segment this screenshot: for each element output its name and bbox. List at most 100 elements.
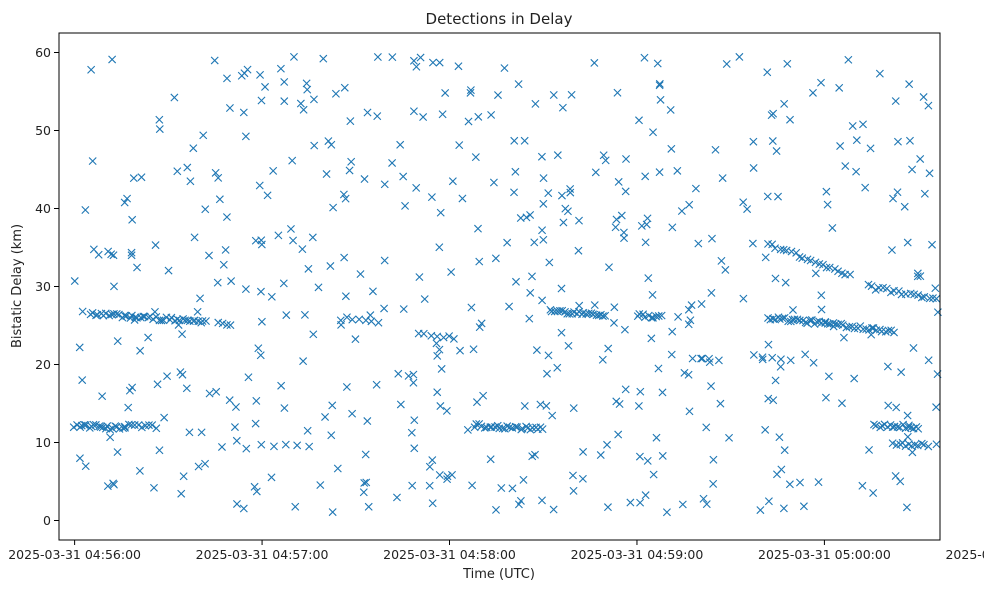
detection-point	[342, 383, 351, 391]
detection-point	[778, 314, 787, 323]
detection-point	[360, 175, 369, 184]
detection-point	[442, 406, 451, 415]
detection-point	[575, 301, 584, 310]
detection-point	[687, 301, 696, 310]
detection-point	[846, 270, 855, 279]
detection-point	[304, 264, 313, 273]
detection-point	[527, 272, 536, 281]
detection-point	[106, 433, 115, 442]
detection-point	[337, 320, 346, 329]
detection-point	[78, 307, 87, 316]
detection-point	[821, 393, 830, 402]
detection-point	[201, 205, 210, 214]
detection-point	[409, 370, 418, 379]
x-tick-label: 2025-03-31 05:00:00	[758, 547, 891, 562]
detection-point	[568, 471, 577, 480]
x-tick-label: 2025-03-31 04:58:00	[383, 547, 516, 562]
detection-point	[186, 177, 195, 186]
detection-point	[319, 54, 328, 63]
detection-point	[858, 481, 867, 490]
detection-point	[396, 140, 405, 149]
detection-point	[655, 79, 664, 88]
detection-point	[749, 350, 758, 359]
detection-point	[620, 325, 629, 334]
detection-point	[841, 162, 850, 171]
detection-point	[339, 190, 348, 199]
detection-point	[124, 403, 133, 412]
detection-point	[513, 423, 522, 432]
detection-point	[78, 376, 87, 385]
detection-point	[897, 368, 906, 377]
detection-point	[910, 440, 919, 449]
detection-point	[163, 372, 172, 381]
detection-markers	[69, 52, 942, 517]
detection-point	[866, 144, 875, 153]
detection-point	[657, 311, 666, 320]
detection-point	[425, 481, 434, 490]
detection-point	[256, 351, 265, 360]
detection-point	[561, 204, 570, 213]
detection-point	[725, 433, 734, 442]
detection-point	[183, 163, 192, 172]
detection-point	[198, 317, 207, 326]
detection-point	[781, 278, 790, 287]
detection-point	[329, 203, 338, 212]
detection-point	[361, 450, 370, 459]
detection-point	[227, 277, 236, 286]
detection-point	[913, 272, 922, 281]
detection-point	[889, 194, 898, 203]
detection-point	[448, 177, 457, 186]
detection-point	[768, 353, 777, 362]
detection-point	[130, 421, 139, 430]
detection-point	[520, 402, 529, 410]
detection-point	[454, 62, 463, 71]
detection-point	[222, 213, 231, 222]
detection-point	[419, 113, 428, 122]
detection-point	[888, 439, 897, 448]
detection-point	[677, 207, 686, 216]
detection-point	[215, 195, 224, 204]
detection-point	[399, 305, 408, 314]
detection-point	[404, 371, 413, 380]
detection-point	[610, 303, 619, 312]
detection-point	[449, 334, 458, 343]
detection-point	[309, 95, 318, 104]
detection-point	[170, 93, 179, 102]
detection-point	[110, 282, 118, 291]
detection-point	[314, 283, 323, 292]
detection-point	[850, 324, 859, 333]
detection-point	[127, 248, 136, 257]
detection-point	[324, 137, 333, 146]
detection-point	[193, 307, 202, 316]
detection-point	[652, 433, 661, 442]
detection-point	[647, 313, 656, 322]
detection-point	[636, 387, 645, 396]
detection-point	[617, 211, 626, 220]
detection-point	[772, 147, 781, 156]
detection-point	[360, 478, 369, 487]
detection-point	[178, 330, 187, 339]
detection-point	[611, 223, 620, 232]
detection-point	[127, 251, 136, 260]
detection-point	[408, 481, 417, 490]
detection-point	[786, 115, 795, 124]
detection-point	[129, 174, 138, 183]
detection-point	[362, 478, 371, 487]
detection-point	[821, 319, 830, 327]
detection-point	[189, 144, 198, 153]
detection-point	[254, 344, 263, 353]
detection-point	[919, 93, 928, 102]
detection-point	[218, 319, 227, 328]
detection-point	[531, 99, 540, 108]
detection-point	[758, 353, 767, 362]
detection-point	[257, 440, 266, 449]
detection-point	[407, 428, 416, 437]
detection-point	[735, 52, 744, 61]
detection-point	[109, 480, 118, 489]
detection-point	[135, 466, 144, 475]
detection-point	[569, 486, 578, 495]
detection-point	[441, 88, 450, 97]
detection-point	[416, 53, 425, 62]
detection-point	[884, 401, 893, 410]
